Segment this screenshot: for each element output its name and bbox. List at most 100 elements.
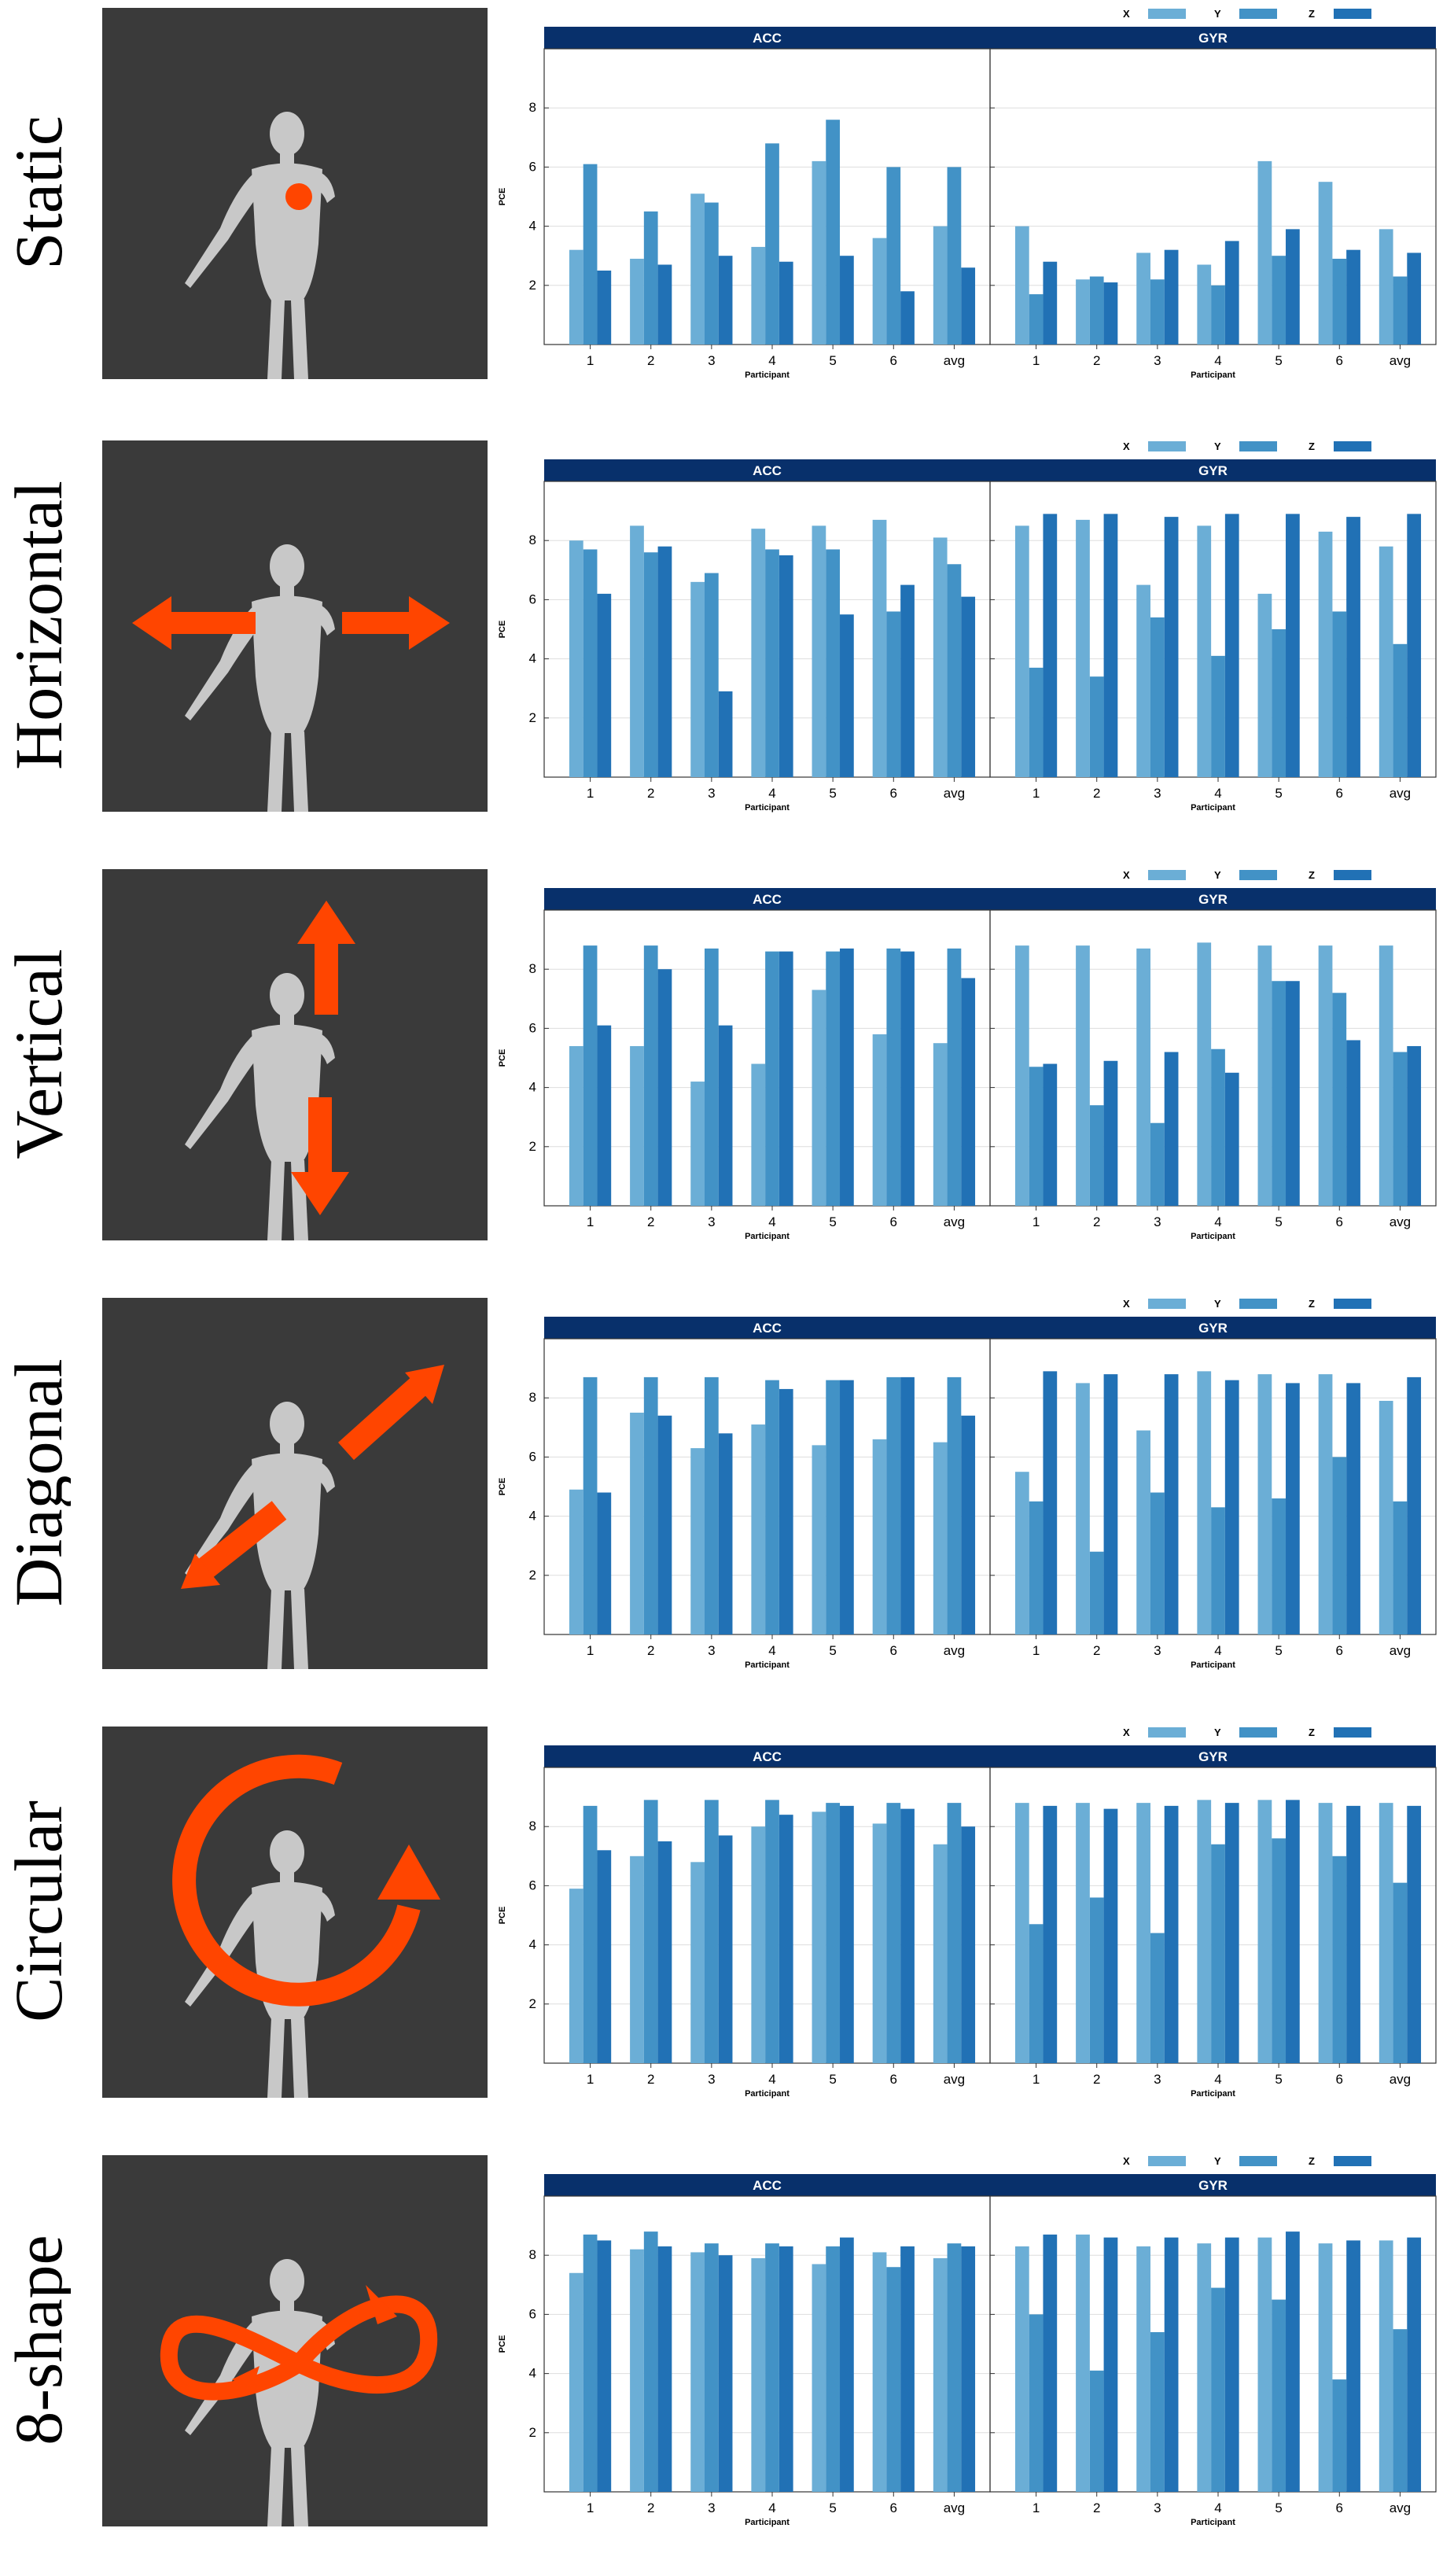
x-axis-label: Participant xyxy=(745,1660,790,1670)
bar-x xyxy=(1197,525,1212,777)
arrow-left xyxy=(132,596,256,650)
figure-leg-right xyxy=(291,2018,308,2098)
bar-x xyxy=(812,989,826,1206)
bar-x xyxy=(1014,1472,1029,1634)
bar-x xyxy=(872,1034,887,1206)
x-tick-label: 1 xyxy=(587,786,594,801)
x-tick-label: avg xyxy=(1390,353,1411,368)
x-tick-label: avg xyxy=(944,2500,965,2515)
x-tick-label: 5 xyxy=(829,2500,836,2515)
bar-y xyxy=(643,945,658,1206)
bar-y xyxy=(765,1800,779,2063)
arrow-right xyxy=(342,596,450,650)
bar-z xyxy=(1346,517,1360,777)
bar-y xyxy=(1089,1897,1104,2063)
y-tick-label: 2 xyxy=(529,278,536,293)
bar-z xyxy=(1286,1800,1300,2063)
bar-x xyxy=(569,1889,583,2063)
bar-x xyxy=(751,529,766,777)
x-tick-label: 2 xyxy=(647,2072,654,2087)
motion-thumbnail xyxy=(102,8,488,379)
legend-label: Z xyxy=(1309,869,1315,881)
bar-y xyxy=(1272,1498,1287,1634)
bar-y xyxy=(826,120,841,345)
legend-swatch xyxy=(1148,9,1186,19)
thumbnail-svg xyxy=(102,1727,488,2098)
bar-x xyxy=(1318,945,1333,1206)
legend-swatch xyxy=(1148,2156,1186,2166)
bar-z xyxy=(1286,229,1300,345)
bar-z xyxy=(900,291,915,345)
bar-x xyxy=(1197,2243,1212,2492)
row-label-text: Static xyxy=(1,116,71,270)
bar-y xyxy=(947,1376,962,1634)
bar-y xyxy=(643,211,658,345)
bar-z xyxy=(718,1433,733,1634)
bar-y xyxy=(1332,1856,1347,2063)
x-tick-label: 3 xyxy=(708,1643,715,1658)
bar-x xyxy=(1379,546,1393,777)
x-tick-label: 1 xyxy=(587,1214,594,1229)
arrow-up xyxy=(297,901,355,1015)
bar-chart: X Y Z PCE 2 4 6 8 ACC 1 2 3 4 5 6 avg Participant GYR 1 2 3 4… xyxy=(488,1290,1454,1715)
y-tick-label: 6 xyxy=(529,591,536,606)
x-axis-label: Participant xyxy=(1191,803,1235,813)
bar-z xyxy=(1103,1374,1118,1634)
bar-y xyxy=(765,549,779,777)
bar-x xyxy=(569,249,583,345)
row-label-svg: 8-shape xyxy=(1,2235,76,2445)
bar-x xyxy=(630,1045,644,1206)
x-tick-label: avg xyxy=(1390,786,1411,801)
bar-x xyxy=(1014,1803,1029,2063)
y-tick-label: 2 xyxy=(529,710,536,725)
figure-leg-left xyxy=(267,2018,285,2098)
panel-gyr: GYR 1 2 3 4 5 6 avg Participant xyxy=(989,2174,1437,2527)
y-tick-label: 2 xyxy=(529,1568,536,1583)
bar-z xyxy=(1103,282,1118,345)
bar-x xyxy=(690,1448,705,1634)
y-tick-label: 8 xyxy=(529,961,536,976)
y-tick-label: 4 xyxy=(529,1937,536,1952)
bar-x xyxy=(812,1811,826,2063)
legend-label: X xyxy=(1123,1298,1130,1310)
legend-label: Z xyxy=(1309,1727,1315,1738)
bar-z xyxy=(657,1841,672,2063)
bar-z xyxy=(1224,241,1239,345)
bar-z xyxy=(1164,249,1179,345)
thumbnail-svg xyxy=(102,8,488,379)
bar-x xyxy=(1257,593,1272,777)
bar-x xyxy=(1318,1803,1333,2063)
figure-arm-left xyxy=(185,1033,263,1149)
arrow-up-right-shaft xyxy=(337,1375,429,1461)
legend-label: Z xyxy=(1309,8,1315,20)
panel-gyr: GYR 1 2 3 4 5 6 avg Participant xyxy=(989,1317,1437,1670)
panel-header xyxy=(990,1317,1436,1339)
y-tick-label: 8 xyxy=(529,100,536,115)
bar-x xyxy=(1257,1800,1272,2063)
bar-x xyxy=(1318,182,1333,345)
panel-acc: ACC 1 2 3 4 5 6 avg Participant xyxy=(543,2174,991,2527)
bar-y xyxy=(583,1805,598,2063)
bar-x xyxy=(872,238,887,345)
bar-x xyxy=(569,1489,583,1634)
bar-x xyxy=(872,1439,887,1634)
bar-z xyxy=(1103,1808,1118,2063)
bar-y xyxy=(1029,1067,1044,1206)
figure-arm-left xyxy=(185,1890,263,2007)
bar-x xyxy=(569,1045,583,1206)
panel-header xyxy=(990,2174,1436,2196)
y-tick-label: 2 xyxy=(529,1139,536,1154)
bar-x xyxy=(872,519,887,777)
bar-x xyxy=(1318,1374,1333,1634)
figure-torso xyxy=(252,1024,322,1162)
bar-z xyxy=(779,1815,793,2063)
bar-chart: X Y Z PCE 2 4 6 8 ACC 1 2 3 4 5 6 avg Participant GYR 1 2 3 4… xyxy=(488,0,1454,425)
vertical-arrows-icon xyxy=(291,901,355,1215)
bar-z xyxy=(840,614,854,777)
x-axis-label: Participant xyxy=(745,2089,790,2099)
row-label: Diagonal xyxy=(0,1290,76,1715)
figure-leg-right xyxy=(291,299,308,379)
bar-z xyxy=(1346,1805,1360,2063)
x-tick-label: 6 xyxy=(890,1214,897,1229)
chart-legend: X Y Z xyxy=(1123,1298,1371,1310)
